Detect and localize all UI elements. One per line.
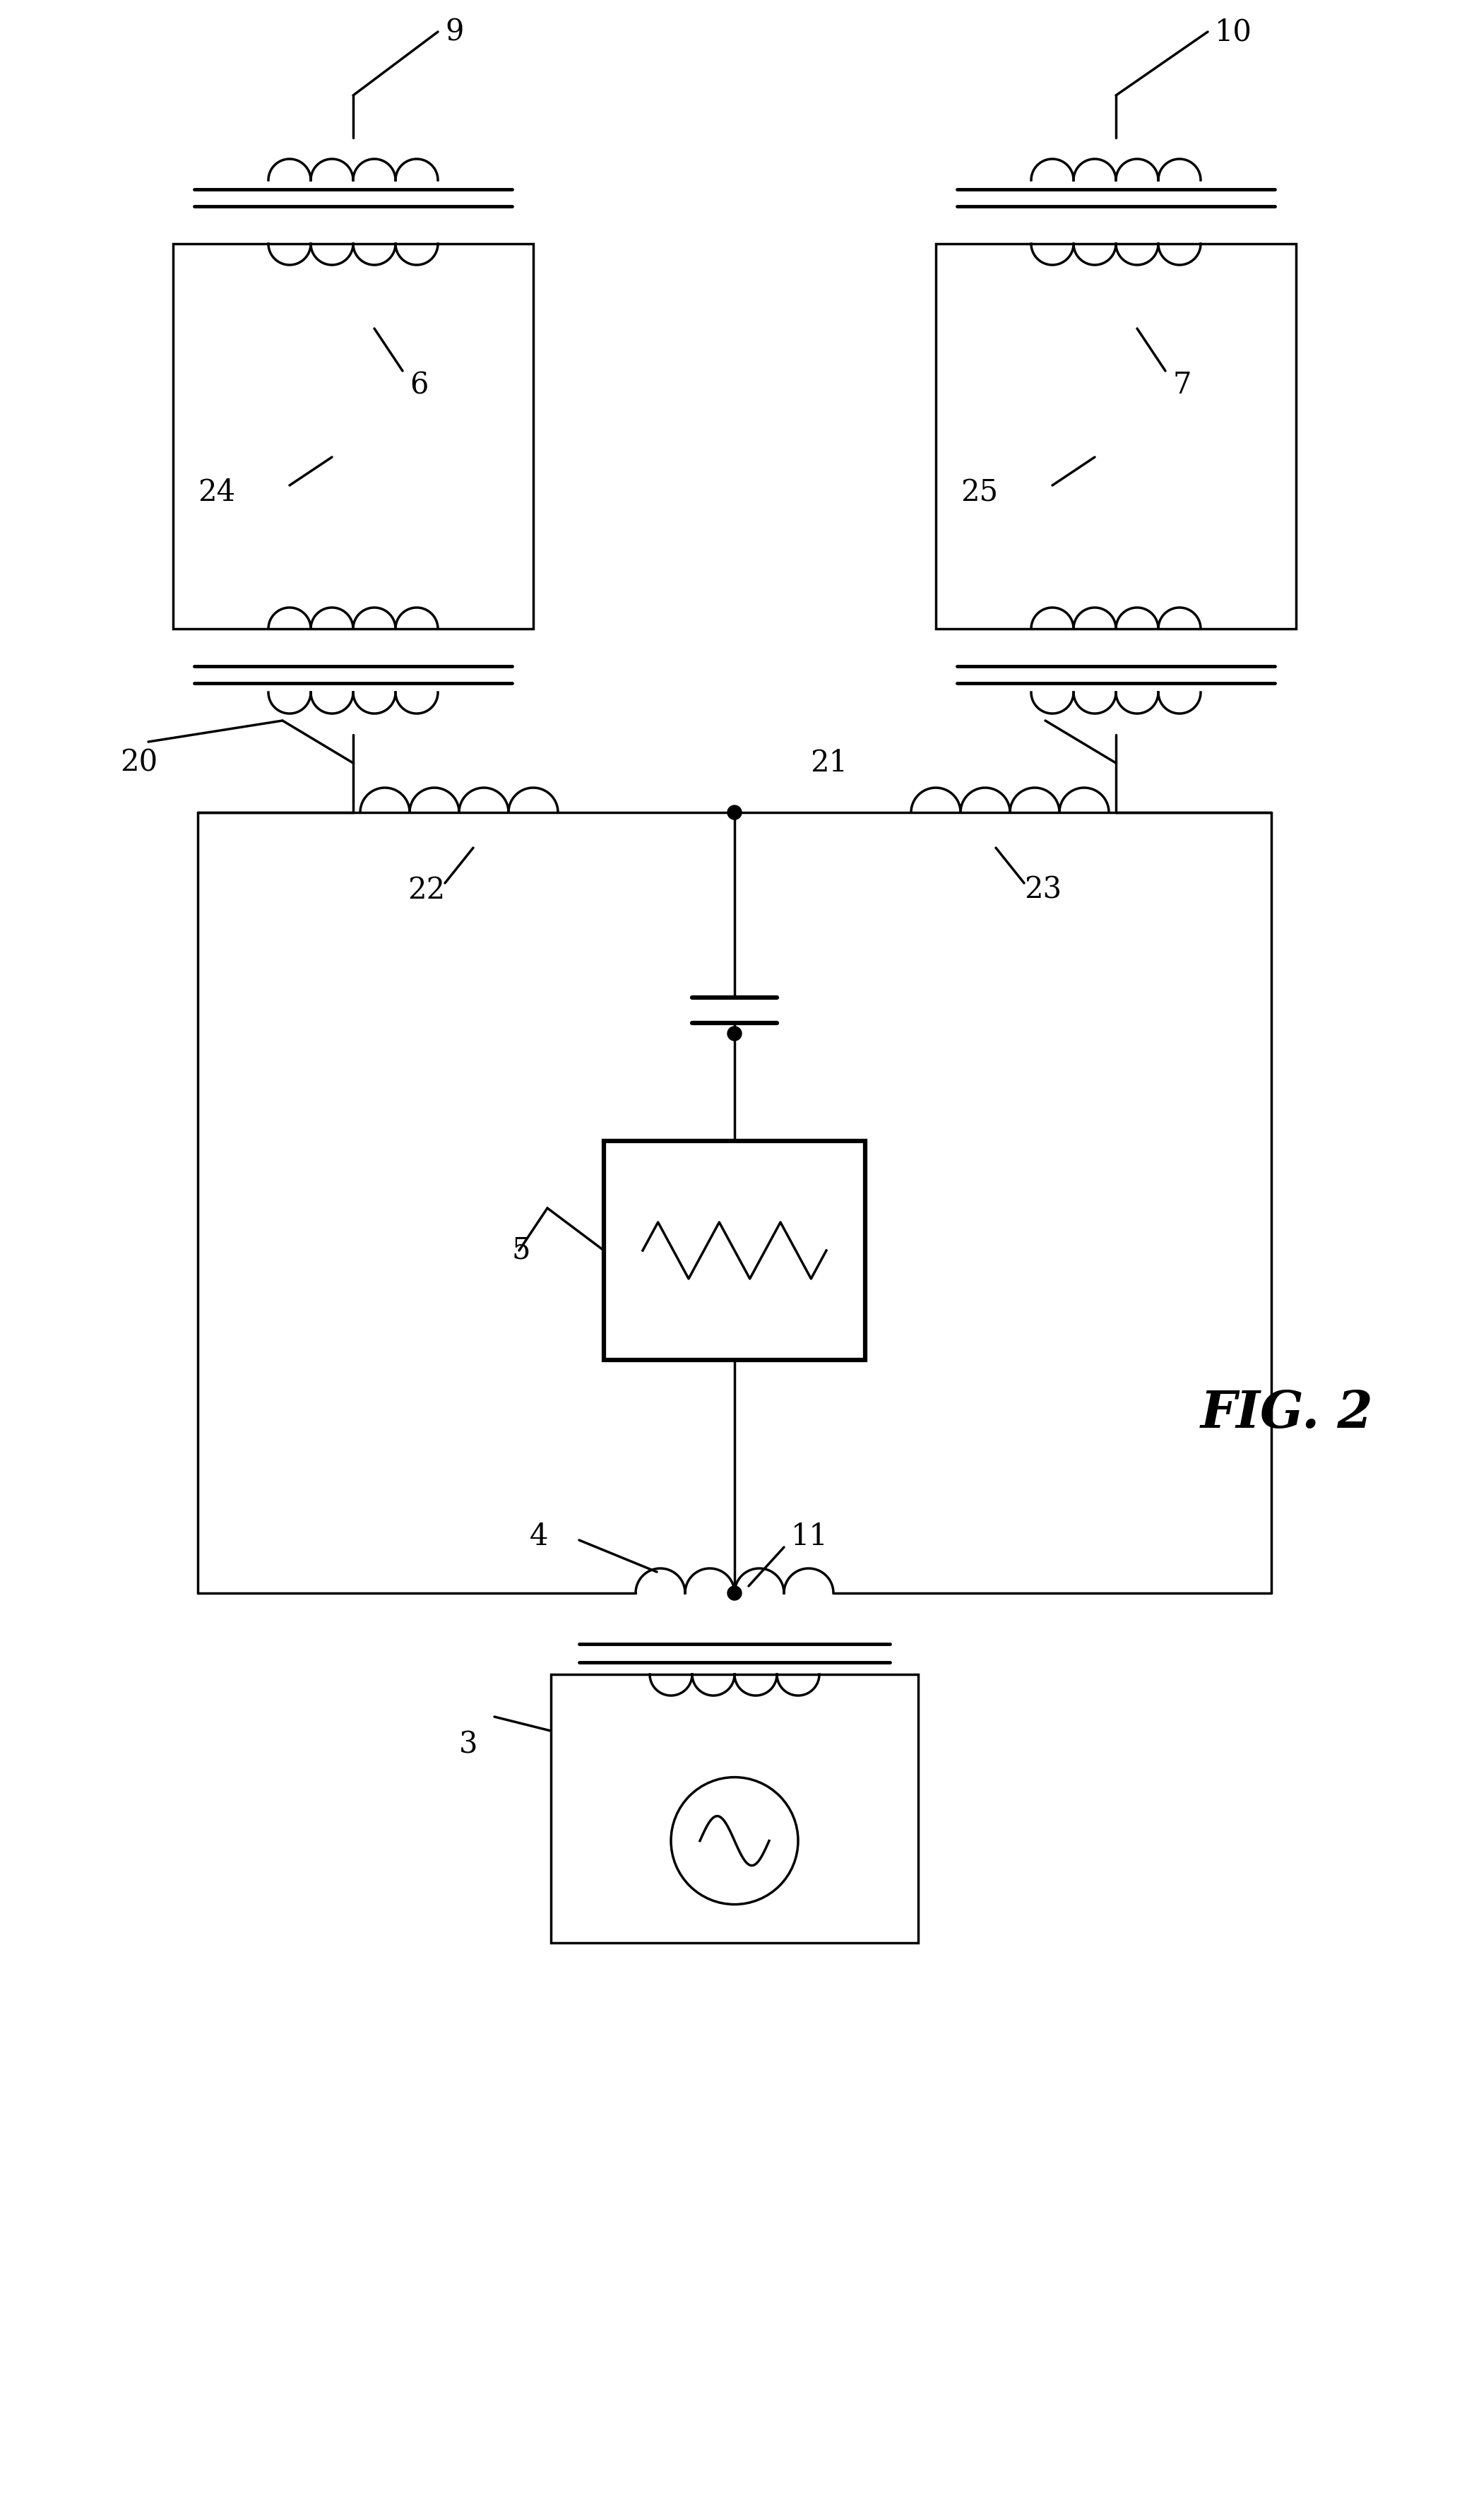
Text: 23: 23	[1024, 874, 1061, 905]
Text: 4: 4	[529, 1522, 548, 1552]
Circle shape	[728, 806, 741, 819]
Text: 11: 11	[792, 1522, 828, 1552]
Bar	[172, 244, 534, 630]
Text: 7: 7	[1172, 370, 1191, 401]
Text: 9: 9	[445, 18, 464, 48]
Text: 10: 10	[1215, 18, 1251, 48]
Text: 5: 5	[511, 1235, 531, 1265]
Bar	[604, 1142, 865, 1361]
Text: 21: 21	[811, 748, 848, 779]
Circle shape	[728, 1585, 741, 1600]
Text: FIG. 2: FIG. 2	[1201, 1389, 1374, 1439]
Text: 6: 6	[410, 370, 429, 401]
Bar	[551, 1673, 918, 1943]
Bar	[936, 244, 1296, 630]
Text: 25: 25	[961, 479, 998, 507]
Text: 3: 3	[458, 1731, 478, 1759]
Circle shape	[728, 1026, 741, 1041]
Text: 22: 22	[407, 874, 445, 905]
Text: 20: 20	[119, 748, 158, 779]
Text: 24: 24	[198, 479, 236, 507]
